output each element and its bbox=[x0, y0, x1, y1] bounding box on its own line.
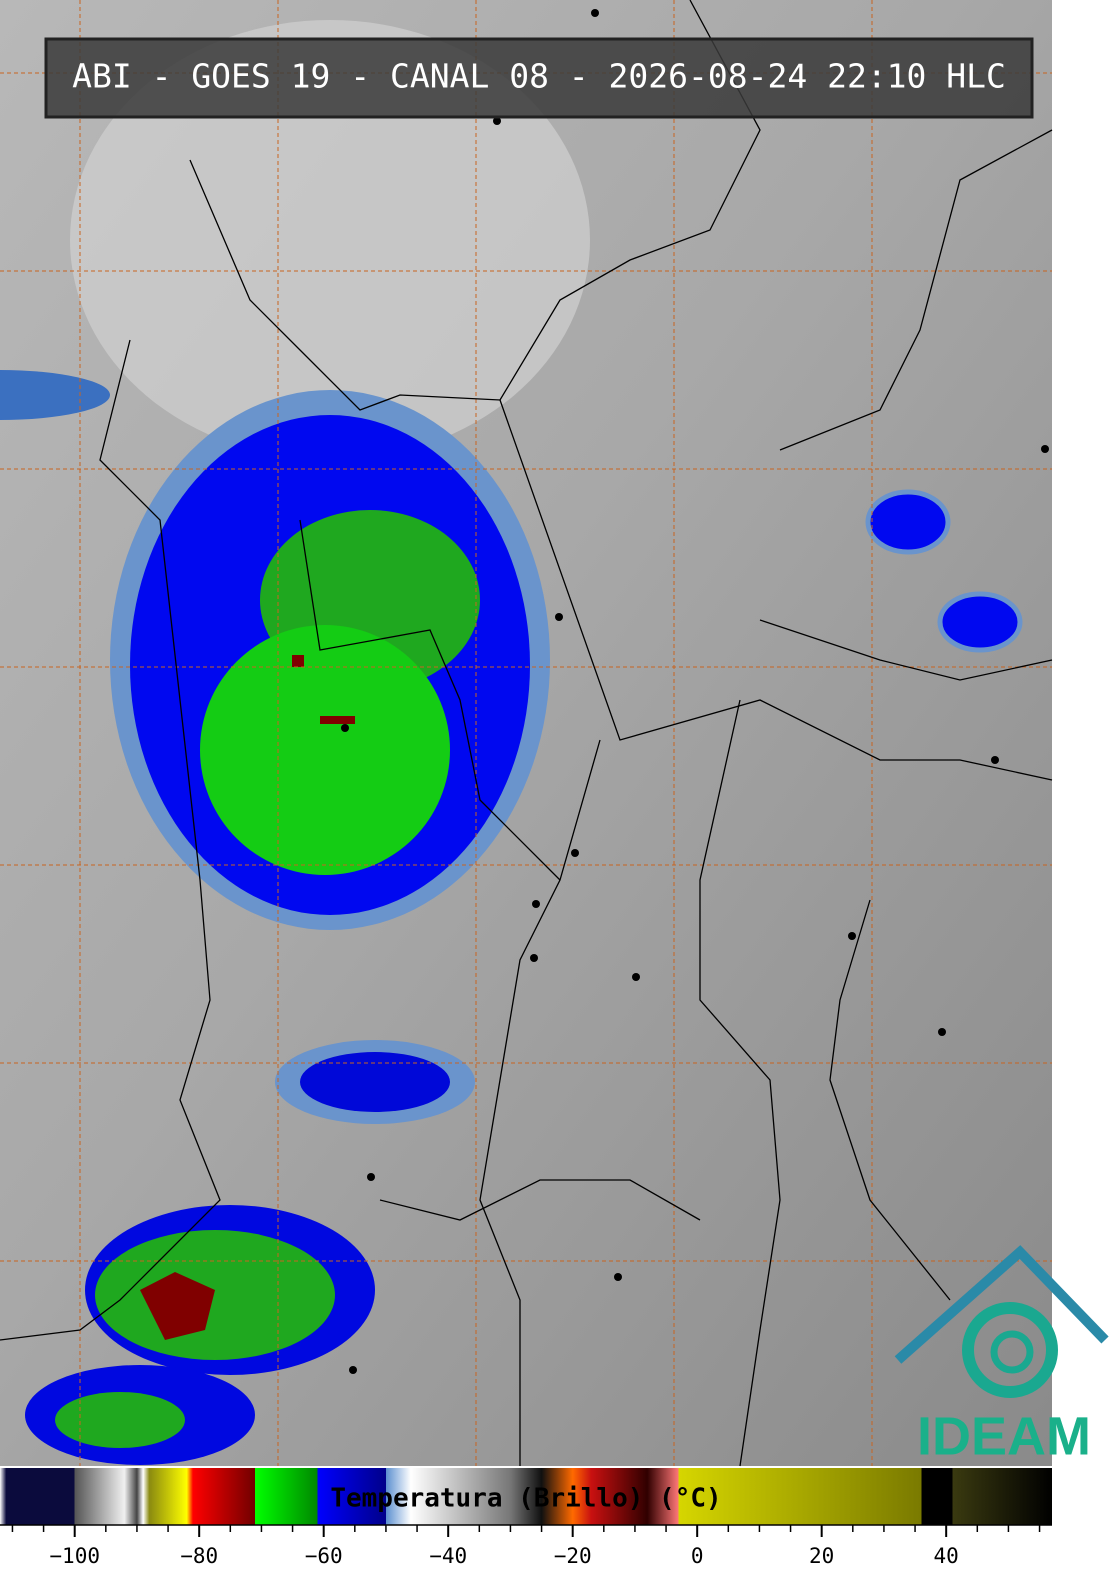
colorbar-fill bbox=[0, 1468, 1052, 1525]
borders bbox=[0, 0, 1053, 1467]
logo-swirl bbox=[990, 1330, 1034, 1374]
colorbar: Temperatura (Brillo) (°C) −100 −80 −60 −40 −… bbox=[0, 1468, 1052, 1568]
storm-peak bbox=[320, 716, 355, 724]
colorbar-label: Temperatura (Brillo) (°C) bbox=[330, 1484, 721, 1514]
tick-label: −20 bbox=[554, 1544, 592, 1568]
title-background bbox=[44, 37, 1034, 119]
storm-peak bbox=[140, 1272, 215, 1340]
storm-peak bbox=[292, 655, 304, 667]
tick-label: 20 bbox=[809, 1544, 834, 1568]
logo-text: IDEAM bbox=[917, 1406, 1091, 1466]
cloud bbox=[70, 20, 590, 460]
storm-core bbox=[200, 625, 450, 875]
storm bbox=[937, 591, 1023, 653]
tick-label: 40 bbox=[934, 1544, 959, 1568]
title-box: ABI - GOES 19 - CANAL 08 - 2026-08-24 22… bbox=[44, 37, 1034, 119]
tick-label: −80 bbox=[180, 1544, 218, 1568]
title: ABI - GOES 19 - CANAL 08 - 2026-08-24 22… bbox=[72, 57, 1006, 96]
tick-label: −60 bbox=[305, 1544, 343, 1568]
tick-label: −40 bbox=[429, 1544, 467, 1568]
storm-core bbox=[95, 1230, 335, 1360]
storm-core bbox=[55, 1392, 185, 1448]
storm bbox=[865, 489, 951, 555]
storm bbox=[300, 1052, 450, 1112]
cities bbox=[341, 9, 1049, 1374]
logo: IDEAM bbox=[894, 1245, 1109, 1466]
tick-label: −100 bbox=[49, 1544, 100, 1568]
cloud-band bbox=[0, 370, 110, 420]
logo-roof bbox=[894, 1245, 1109, 1364]
logo-swirl bbox=[962, 1302, 1058, 1398]
map: ABI - GOES 19 - CANAL 08 - 2026-08-24 22… bbox=[0, 0, 1109, 1467]
tick-label: 0 bbox=[691, 1544, 704, 1568]
